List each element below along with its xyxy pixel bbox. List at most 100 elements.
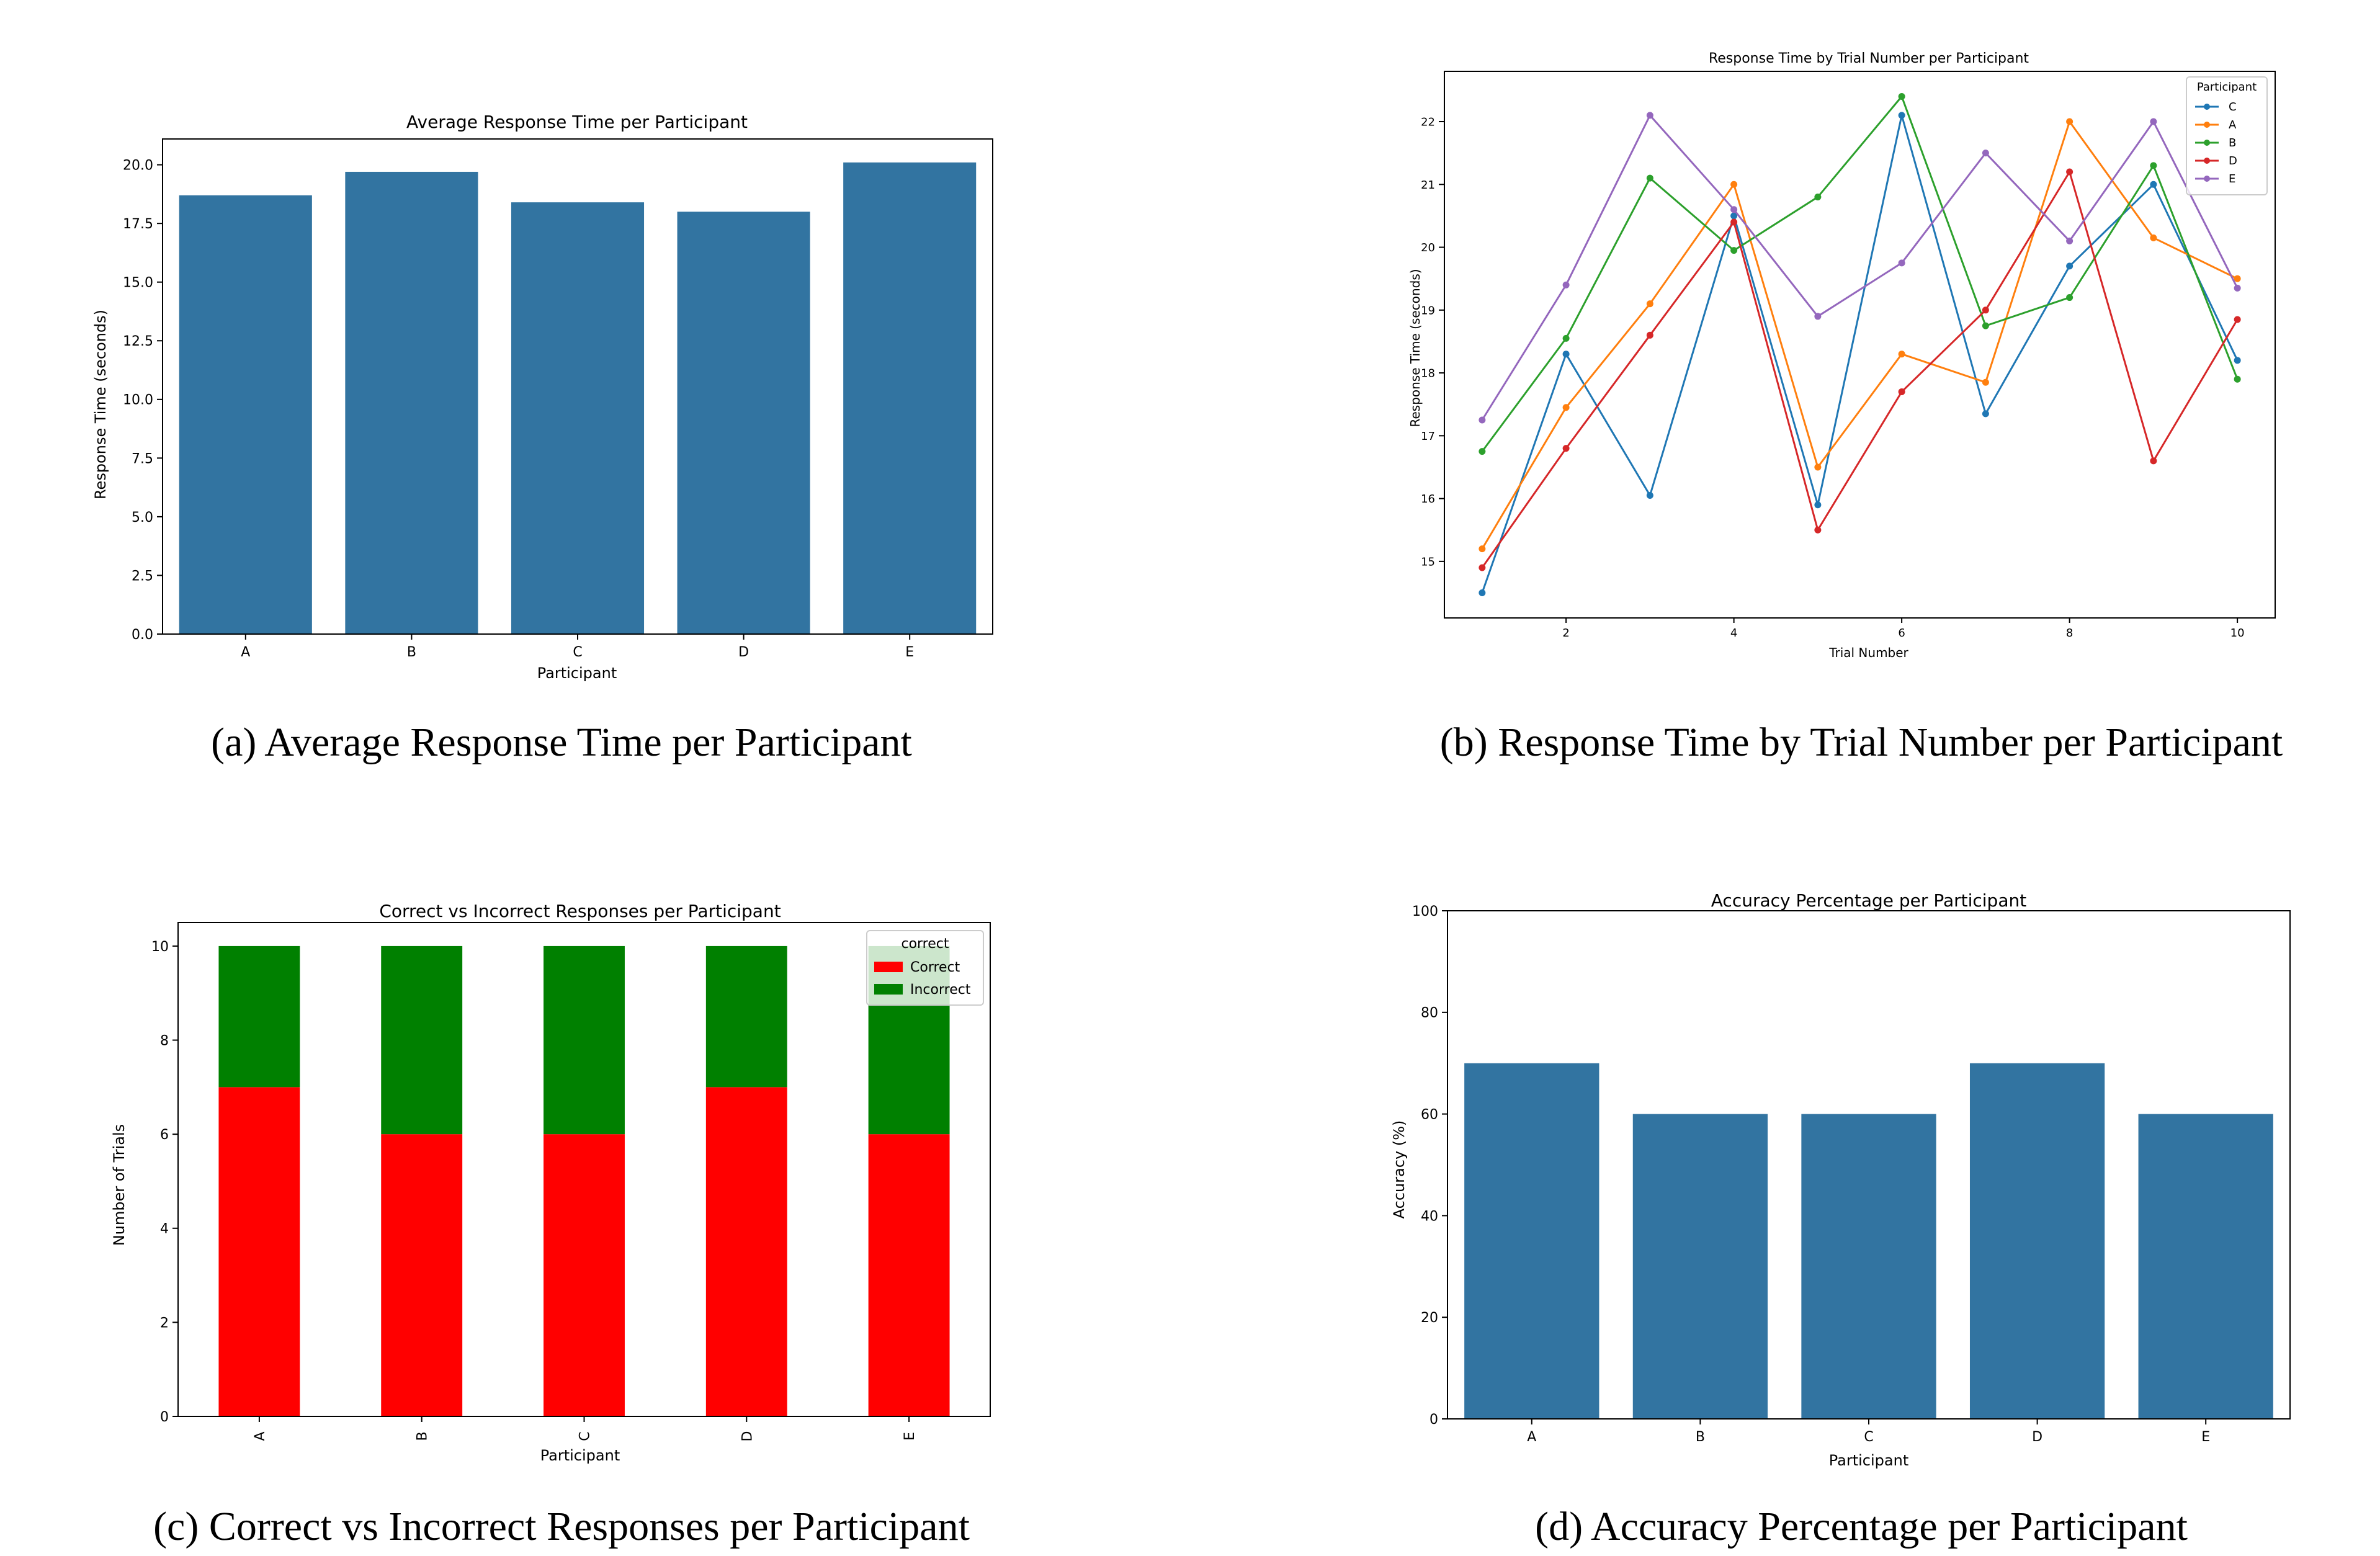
chart-b-point-C [1730, 212, 1738, 220]
chart-c-legend-swatch [874, 984, 903, 995]
chart-c-ylabel: Number of Trials [110, 1124, 128, 1246]
chart-a-bar [677, 212, 810, 634]
chart-c-bar-segment [868, 1134, 950, 1416]
chart-a-ytick-label: 20.0 [123, 158, 153, 174]
chart-d-title: Accuracy Percentage per Participant [1711, 890, 2026, 911]
chart-b-point-E [1730, 206, 1738, 213]
chart-a-xtick-label: A [241, 645, 250, 660]
chart-b-ytick-label: 22 [1421, 115, 1435, 128]
chart-b-point-B [1646, 174, 1653, 182]
chart-b-point-E [2066, 237, 2074, 244]
chart-a-plot-area: 0.0 2.5 5.0 7.5 10.0 12.5 15.0 17.5 20.0 A B C D E [123, 138, 993, 660]
panel-c-correct-vs-incorrect: Correct vs Incorrect Responses per Parti… [110, 901, 991, 1549]
chart-c-bar-segment [544, 946, 625, 1135]
chart-c-bar-segment [381, 1134, 463, 1416]
chart-c-bar-segment [705, 946, 787, 1088]
chart-c-xtick-label: D [740, 1431, 755, 1442]
chart-c-ytick-label: 4 [160, 1222, 169, 1237]
chart-c-bar-segment [705, 1087, 787, 1416]
chart-b-point-B [1982, 322, 1989, 329]
chart-b-xlabel: Trial Number [1828, 645, 1908, 660]
chart-b-ytick-label: 18 [1421, 367, 1435, 380]
chart-b-point-E [1479, 416, 1486, 424]
chart-b-legend-label: A [2229, 118, 2237, 132]
chart-a-ytick-label: 5.0 [132, 510, 153, 525]
chart-c-ytick-label: 2 [160, 1315, 169, 1331]
chart-b-point-A [2150, 234, 2157, 241]
chart-c-xtick-label: A [253, 1431, 268, 1441]
chart-d-xtick-label: D [2032, 1429, 2042, 1445]
chart-b-point-C [1898, 112, 1905, 119]
chart-a-ytick-label: 0.0 [132, 627, 153, 643]
chart-b-point-B [1562, 334, 1570, 342]
chart-b-point-C [2234, 357, 2241, 364]
chart-c-plot-area: 0 2 4 6 8 10 A B C D E [151, 922, 991, 1442]
chart-b-series-line-D [1481, 169, 2239, 568]
chart-d-ytick-label: 0 [1429, 1412, 1438, 1428]
chart-c-ytick-label: 6 [160, 1127, 169, 1143]
chart-a-xtick-label: D [738, 645, 749, 660]
chart-c-legend-label: Correct [910, 960, 960, 975]
chart-c-bar-segment [218, 946, 300, 1088]
chart-a-ylabel: Response Time (seconds) [92, 310, 109, 499]
chart-b-title: Response Time by Trial Number per Partic… [1709, 51, 2029, 66]
chart-b-point-C [1814, 501, 1822, 509]
chart-d-ytick-label: 40 [1421, 1209, 1438, 1224]
chart-b-point-B [2066, 294, 2074, 302]
chart-b-xtick-label: 8 [2066, 627, 2073, 640]
chart-b-legend-label: B [2229, 136, 2236, 150]
chart-b-point-A [1562, 404, 1570, 411]
chart-c-xlabel: Participant [540, 1447, 620, 1464]
chart-a-xtick-label: C [573, 645, 582, 660]
chart-b-point-A [2066, 118, 2074, 125]
chart-d-xtick-label: C [1864, 1429, 1873, 1445]
chart-b-point-D [1730, 218, 1738, 226]
chart-b-legend-marker [2204, 122, 2210, 128]
chart-b-point-D [2150, 457, 2157, 465]
chart-a-ytick-label: 2.5 [132, 568, 153, 584]
chart-b-point-A [1814, 463, 1822, 471]
chart-a-ytick-label: 7.5 [132, 451, 153, 467]
chart-a-bar [345, 171, 478, 634]
chart-d-ytick-label: 20 [1421, 1310, 1438, 1326]
chart-c-legend-label: Incorrect [910, 982, 971, 998]
chart-b-xtick-label: 2 [1562, 627, 1569, 640]
chart-b-point-C [1646, 492, 1653, 499]
chart-d-xtick-label: B [1696, 1429, 1705, 1445]
chart-b-xtick-label: 6 [1898, 627, 1905, 640]
chart-d-xlabel: Participant [1829, 1452, 1908, 1469]
chart-b-point-B [2150, 162, 2157, 169]
chart-d-ytick-label: 100 [1412, 904, 1438, 919]
chart-b-ytick-label: 20 [1421, 241, 1435, 254]
chart-b-legend-label: E [2229, 172, 2235, 186]
panel-b-response-time-by-trial: Response Time by Trial Number per Partic… [1408, 51, 2283, 765]
chart-d-xtick-label: A [1527, 1429, 1536, 1445]
chart-a-ytick-label: 17.5 [123, 217, 153, 232]
chart-b-point-D [1479, 564, 1486, 571]
chart-d-ytick-label: 60 [1421, 1107, 1438, 1123]
chart-b-legend-box [2186, 76, 2268, 195]
chart-b-point-B [1730, 247, 1738, 254]
chart-a-ytick-label: 15.0 [123, 275, 153, 291]
chart-b-point-D [1562, 445, 1570, 452]
chart-b-legend-label: C [2229, 101, 2237, 114]
chart-b-point-E [2234, 284, 2241, 292]
chart-b-ytick-label: 17 [1421, 430, 1435, 443]
chart-b-ytick-label: 21 [1421, 179, 1435, 192]
chart-b-series-line-C [1481, 115, 2239, 593]
chart-b-point-E [1982, 150, 1989, 157]
chart-c-ytick-label: 0 [160, 1410, 169, 1425]
panel-d-accuracy-percentage: Accuracy Percentage per Participant 0 20 4… [1390, 890, 2291, 1549]
chart-b-point-C [1562, 351, 1570, 358]
chart-b-ytick-label: 19 [1421, 304, 1435, 317]
chart-d-caption: (d) Accuracy Percentage per Participant [1535, 1504, 2188, 1549]
chart-d-bar [1464, 1063, 1599, 1419]
chart-b-ylabel: Response Time (seconds) [1408, 269, 1423, 427]
chart-d-bar [1969, 1063, 2105, 1419]
chart-b-point-D [1814, 526, 1822, 534]
chart-d-ytick-label: 80 [1421, 1006, 1438, 1021]
chart-b-point-D [1982, 306, 1989, 314]
chart-b-point-D [1646, 331, 1653, 339]
chart-b-point-E [1898, 259, 1905, 267]
